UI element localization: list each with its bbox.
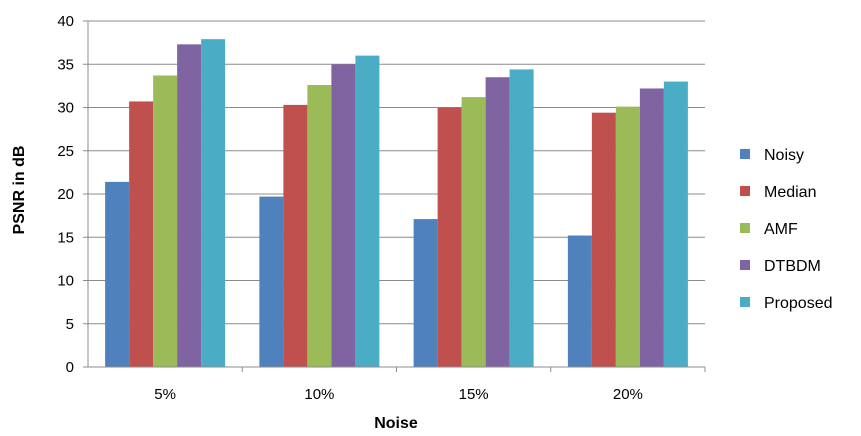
x-tick-labels: 5% 10% 15% 20% <box>154 386 643 403</box>
legend-label: AMF <box>764 221 798 238</box>
x-tick-label: 10% <box>304 386 334 403</box>
legend-swatch <box>740 186 750 196</box>
axes <box>83 20 706 372</box>
y-tick-label: 5 <box>66 316 74 333</box>
y-tick-labels: 0 5 10 15 20 25 30 35 40 <box>57 13 74 376</box>
x-tick-label: 20% <box>613 386 643 403</box>
bar-noisy-20pct <box>567 235 592 367</box>
bar-proposed-15pct <box>509 69 534 367</box>
bars <box>105 39 688 368</box>
bar-dtbdm-5pct <box>177 44 202 367</box>
bar-noisy-5pct <box>105 181 130 367</box>
bar-dtbdm-15pct <box>485 77 510 367</box>
bar-proposed-20pct <box>663 81 688 368</box>
x-tick-label: 5% <box>154 386 176 403</box>
bar-amf-5pct <box>153 75 178 368</box>
bar-amf-15pct <box>461 97 486 368</box>
bar-proposed-5pct <box>201 39 226 367</box>
x-tick-label: 15% <box>459 386 489 403</box>
legend-label: Proposed <box>764 295 833 312</box>
bar-proposed-10pct <box>355 55 380 367</box>
legend-label: Noisy <box>764 147 804 164</box>
legend-label: DTBDM <box>764 258 821 275</box>
legend-label: Median <box>764 184 816 201</box>
y-tick-label: 20 <box>57 186 74 203</box>
y-tick-label: 25 <box>57 143 74 160</box>
legend-swatch <box>740 297 750 307</box>
bar-noisy-10pct <box>259 196 284 367</box>
y-tick-label: 15 <box>57 229 74 246</box>
y-tick-label: 0 <box>66 359 74 376</box>
bar-dtbdm-10pct <box>331 64 356 367</box>
legend-swatch <box>740 223 750 233</box>
y-tick-label: 10 <box>57 273 74 290</box>
y-tick-label: 40 <box>57 13 74 30</box>
bar-median-10pct <box>283 104 308 367</box>
bar-median-5pct <box>129 101 154 367</box>
x-axis-title: Noise <box>374 415 418 432</box>
bar-amf-10pct <box>307 85 332 367</box>
y-tick-label: 30 <box>57 100 74 117</box>
legend-swatch <box>740 149 750 159</box>
legend-swatch <box>740 260 750 270</box>
y-tick-label: 35 <box>57 56 74 73</box>
bar-amf-20pct <box>615 106 640 367</box>
bar-median-15pct <box>437 107 462 367</box>
bar-noisy-15pct <box>413 219 438 367</box>
y-axis-title: PSNR in dB <box>11 146 28 235</box>
bar-median-20pct <box>591 112 616 367</box>
bar-dtbdm-20pct <box>639 88 664 367</box>
legend: Noisy Median AMF DTBDM Proposed <box>740 147 833 312</box>
